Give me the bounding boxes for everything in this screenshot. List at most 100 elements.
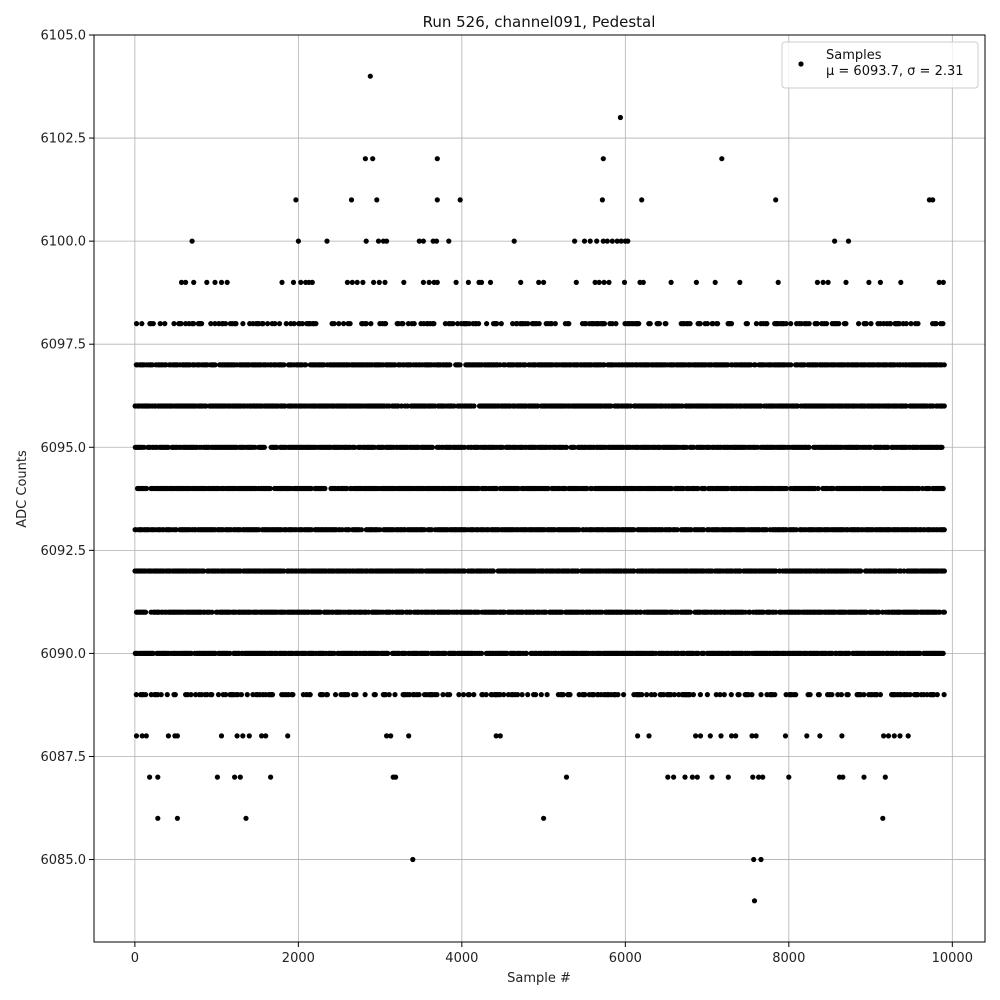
data-point bbox=[209, 609, 215, 615]
data-point bbox=[576, 527, 582, 533]
data-point bbox=[164, 692, 170, 698]
data-point bbox=[272, 321, 278, 327]
data-point bbox=[501, 692, 507, 698]
data-point bbox=[227, 650, 233, 657]
data-point bbox=[201, 568, 207, 574]
data-point bbox=[940, 650, 946, 657]
data-point bbox=[783, 485, 790, 492]
data-point bbox=[265, 321, 271, 327]
data-point bbox=[143, 692, 149, 698]
data-point bbox=[631, 527, 637, 533]
data-point bbox=[861, 692, 867, 698]
data-point bbox=[466, 692, 472, 698]
data-point bbox=[267, 485, 273, 492]
data-point bbox=[615, 692, 621, 698]
data-point bbox=[139, 321, 145, 327]
data-point bbox=[721, 692, 727, 698]
data-point bbox=[143, 609, 149, 615]
data-point bbox=[939, 444, 945, 450]
data-point bbox=[631, 568, 637, 574]
data-point bbox=[846, 650, 852, 657]
data-point bbox=[845, 692, 851, 698]
data-point bbox=[652, 692, 658, 698]
data-point bbox=[429, 444, 436, 450]
data-point bbox=[644, 692, 650, 698]
data-point bbox=[150, 650, 156, 657]
data-point bbox=[341, 321, 347, 327]
data-point bbox=[173, 527, 179, 533]
data-point bbox=[523, 650, 530, 657]
data-point bbox=[702, 485, 708, 492]
data-point bbox=[793, 692, 799, 698]
data-point bbox=[525, 692, 531, 698]
data-point bbox=[324, 692, 330, 698]
data-point bbox=[538, 692, 544, 698]
data-point bbox=[639, 692, 645, 698]
data-point bbox=[736, 692, 742, 698]
data-point bbox=[336, 321, 342, 327]
data-point bbox=[317, 609, 323, 615]
data-point bbox=[471, 403, 477, 409]
data-point bbox=[460, 692, 467, 698]
data-point bbox=[233, 321, 239, 327]
data-point bbox=[876, 609, 882, 615]
data-point bbox=[353, 692, 359, 698]
data-point bbox=[157, 321, 163, 327]
data-point bbox=[815, 485, 821, 492]
data-point bbox=[172, 692, 178, 698]
data-point bbox=[141, 444, 147, 450]
data-point bbox=[290, 692, 296, 698]
data-point bbox=[307, 692, 313, 698]
data-point bbox=[584, 485, 590, 492]
data-point bbox=[240, 321, 246, 327]
data-point bbox=[564, 444, 570, 450]
data-point bbox=[456, 692, 462, 698]
data-point bbox=[936, 609, 943, 615]
data-point bbox=[917, 650, 923, 657]
data-point bbox=[669, 485, 675, 492]
data-point bbox=[533, 692, 539, 698]
data-point bbox=[697, 692, 704, 698]
data-point bbox=[941, 692, 947, 698]
data-point bbox=[303, 362, 309, 368]
data-point bbox=[332, 692, 339, 698]
data-point bbox=[162, 321, 168, 327]
data-point bbox=[638, 609, 644, 615]
data-point bbox=[178, 321, 184, 327]
data-point bbox=[244, 692, 250, 698]
data-point bbox=[191, 321, 197, 327]
data-point bbox=[222, 321, 229, 327]
data-point bbox=[687, 609, 693, 615]
data-point bbox=[260, 321, 266, 327]
data-point bbox=[308, 485, 314, 492]
data-point bbox=[434, 692, 440, 698]
data-point bbox=[807, 692, 813, 698]
data-point bbox=[238, 692, 244, 698]
data-point bbox=[704, 692, 711, 698]
data-point bbox=[457, 362, 463, 368]
data-point bbox=[941, 362, 947, 368]
data-point bbox=[515, 692, 521, 698]
data-point bbox=[345, 692, 351, 698]
data-point bbox=[940, 485, 946, 492]
data-point bbox=[331, 321, 337, 327]
data-point bbox=[621, 692, 627, 698]
data-point bbox=[416, 692, 422, 698]
data-point bbox=[199, 321, 205, 327]
data-point bbox=[829, 692, 835, 698]
data-point bbox=[281, 362, 287, 368]
data-point bbox=[816, 692, 822, 698]
data-point bbox=[519, 692, 525, 698]
data-point bbox=[479, 650, 485, 657]
data-point bbox=[362, 692, 368, 698]
data-point bbox=[447, 692, 453, 698]
data-point bbox=[313, 321, 319, 327]
data-point bbox=[941, 609, 948, 615]
data-point bbox=[383, 321, 389, 327]
data-point bbox=[462, 568, 468, 574]
data-point bbox=[941, 568, 948, 574]
data-point bbox=[560, 692, 566, 698]
data-point bbox=[858, 568, 864, 574]
data-point bbox=[158, 692, 164, 698]
